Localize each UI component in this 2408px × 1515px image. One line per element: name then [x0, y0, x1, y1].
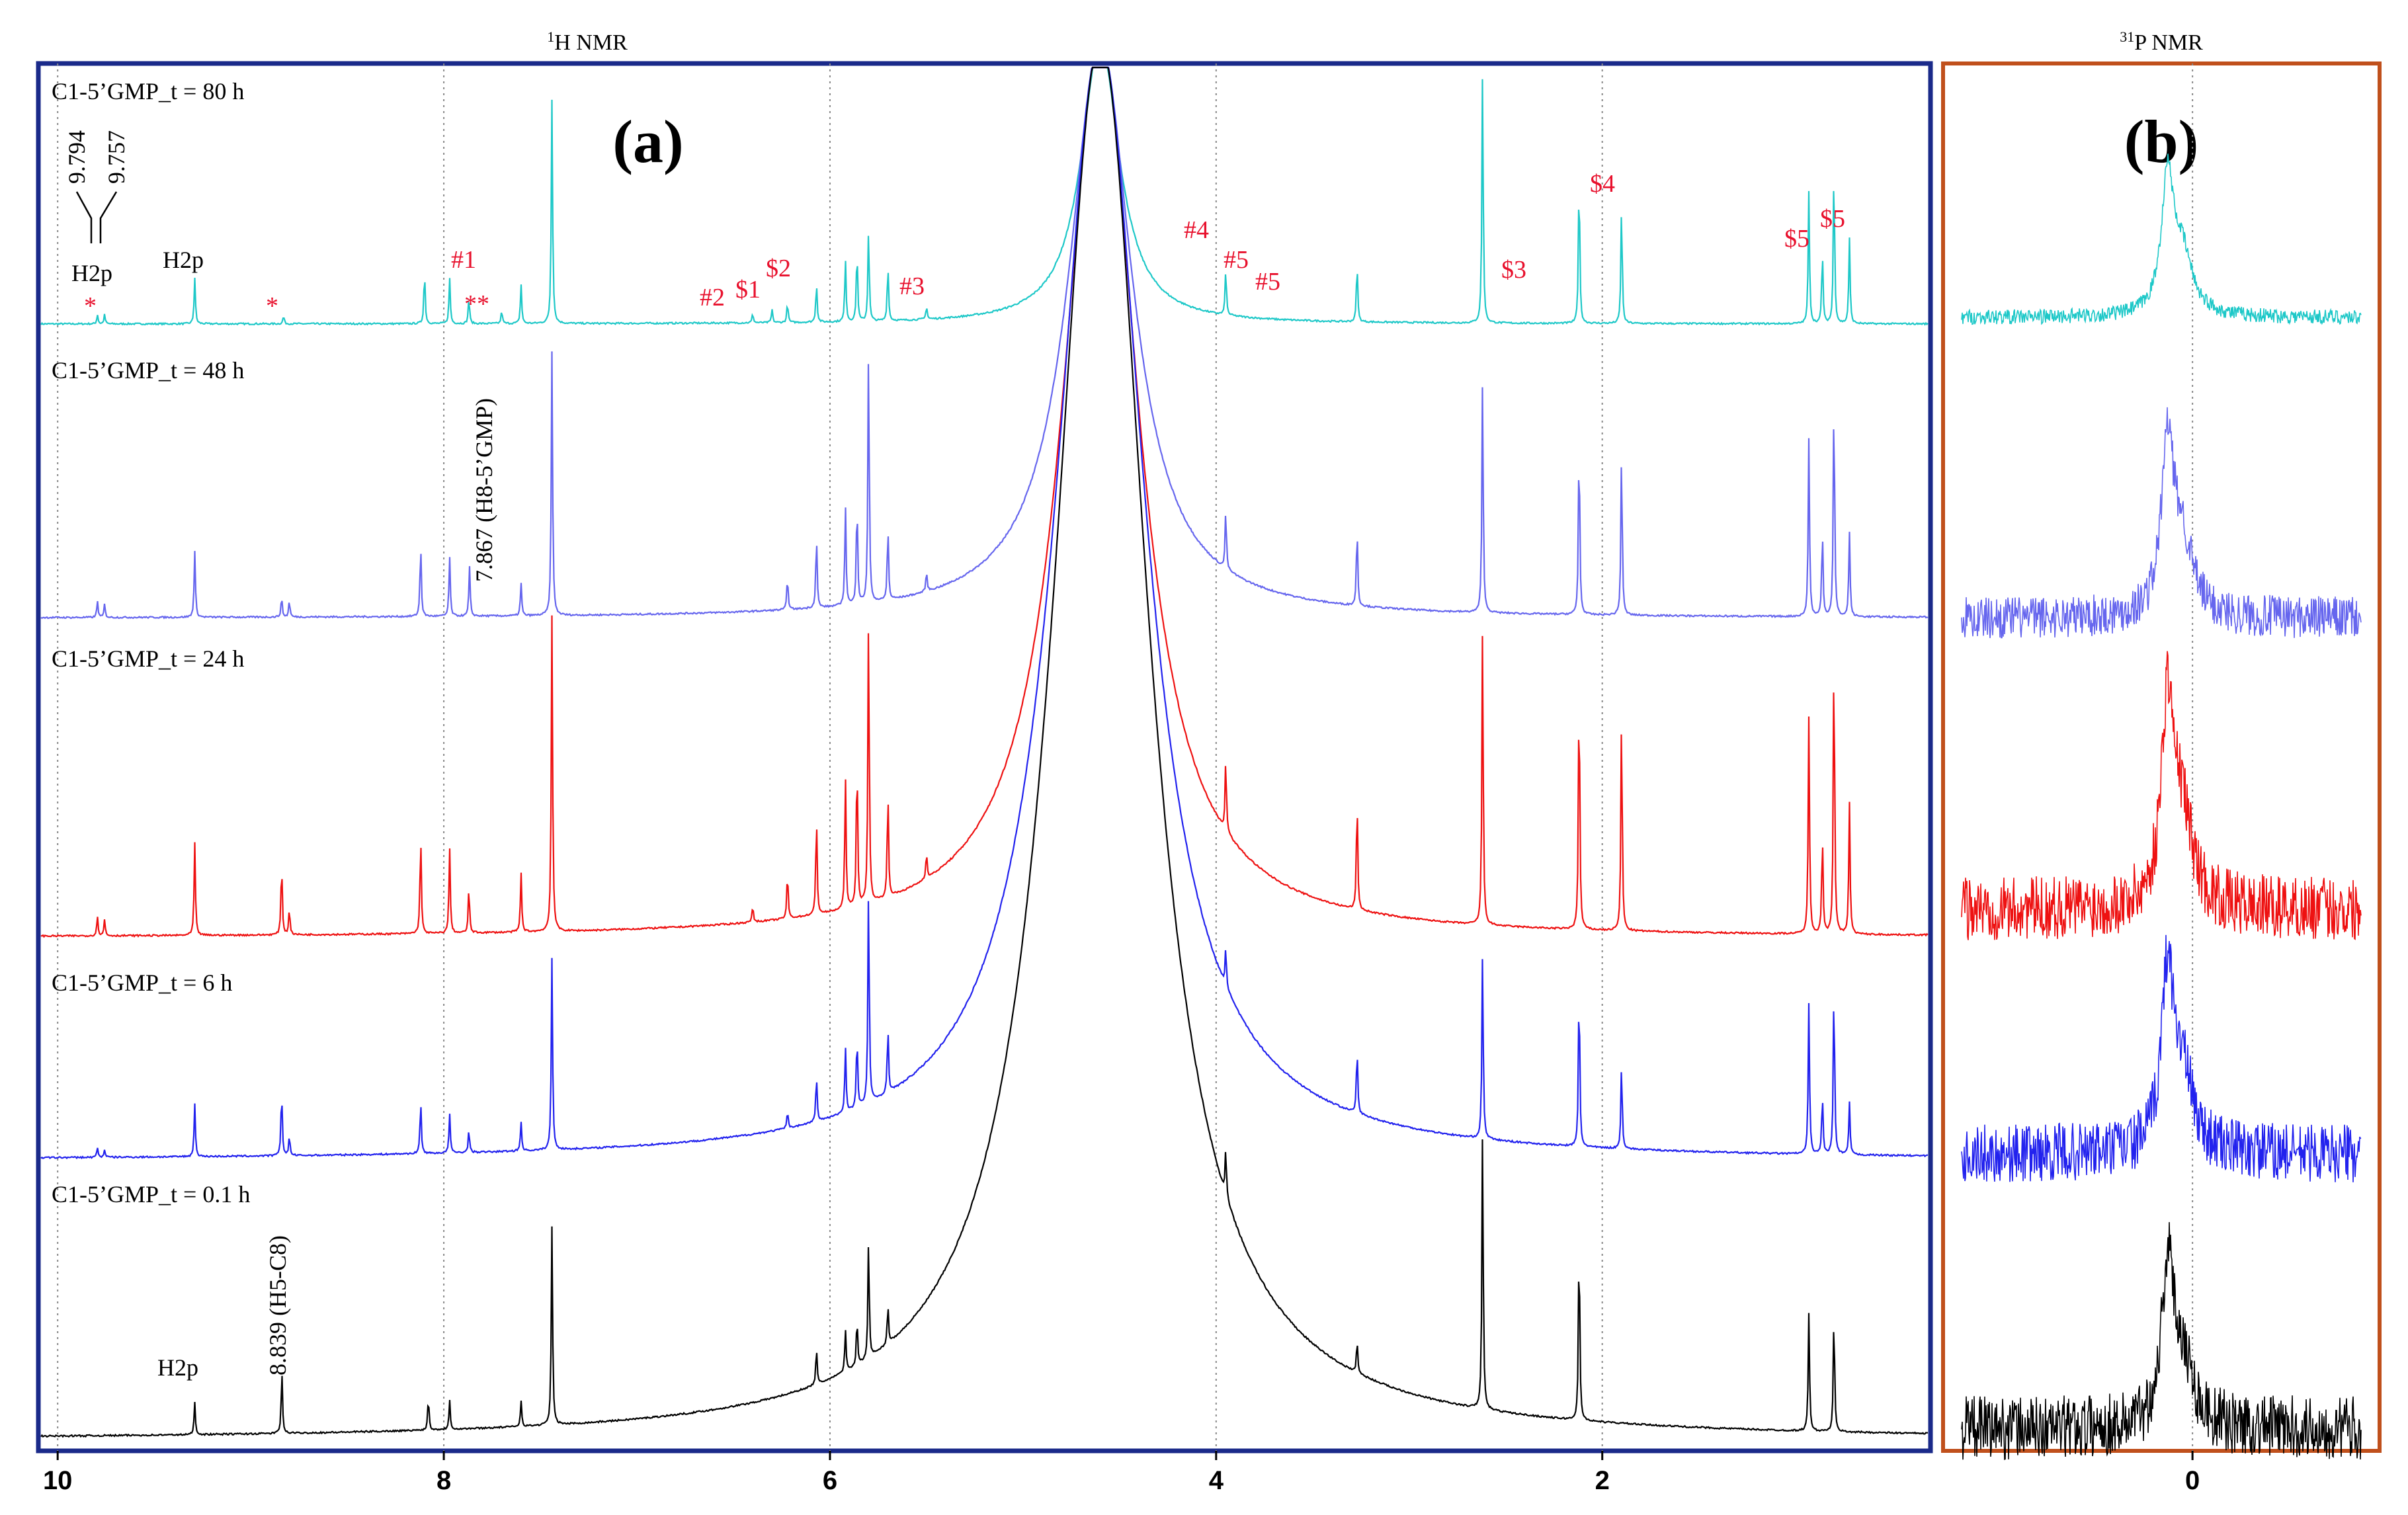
spectrum-31p-4: [1961, 1222, 2362, 1460]
spectrum-31p-3: [1961, 934, 2362, 1182]
series-label-0p1h: C1-5’GMP_t = 0.1 h: [52, 1181, 250, 1208]
red-label-hash4: #4: [1184, 216, 1209, 244]
red-label-dollar5-a: $5: [1784, 225, 1809, 253]
spectrum-31p-2: [1961, 651, 2362, 940]
series-label-24h: C1-5’GMP_t = 24 h: [52, 645, 244, 672]
red-label-hash2: #2: [700, 284, 725, 311]
panel-a-title: 1H NMR: [547, 28, 628, 55]
tick-label-a-0: 10: [43, 1466, 73, 1495]
h2p-label-bottom: H2p: [157, 1354, 198, 1381]
tick-label-b-0: 0: [2185, 1466, 2200, 1495]
panel-b-letter: (b): [2124, 108, 2198, 175]
red-label-hash5-a: #5: [1224, 246, 1249, 274]
red-label-dollar4: $4: [1590, 170, 1615, 198]
red-label-double-star: **: [464, 290, 489, 318]
red-label-hash5-b: #5: [1255, 268, 1280, 296]
spectrum-1h-2: [40, 66, 1929, 938]
spectrum-1h-1: [40, 66, 1929, 620]
series-label-6h: C1-5’GMP_t = 6 h: [52, 969, 232, 996]
spectrum-31p-0: [1961, 153, 2362, 325]
tick-label-a-3: 4: [1209, 1466, 1224, 1495]
tick-label-a-2: 6: [823, 1466, 837, 1495]
h2p-label-left: H2p: [71, 260, 112, 286]
spectrum-1h-0: [40, 66, 1929, 326]
panel-b-frame: [1941, 61, 2382, 1453]
series-label-80h: C1-5’GMP_t = 80 h: [52, 78, 244, 104]
tick-label-a-4: 2: [1595, 1466, 1610, 1495]
red-label-dollar2: $2: [766, 255, 791, 282]
doublet-bracket: [75, 191, 118, 243]
red-label-dollar5-b: $5: [1820, 205, 1845, 233]
red-label-star-1: *: [84, 292, 97, 320]
spectrum-1h-4: [40, 66, 1929, 1438]
h5-annotation: 8.839 (H5-C8): [265, 1235, 291, 1375]
panel-b-title: 31P NMR: [2120, 28, 2203, 55]
panel-a-letter: (a): [612, 108, 683, 175]
h2p-label-mid: H2p: [163, 247, 204, 273]
doublet-label-9794: 9.794: [63, 130, 90, 184]
red-label-hash3: #3: [899, 272, 925, 300]
spectrum-1h-3: [40, 66, 1929, 1160]
series-label-48h: C1-5’GMP_t = 48 h: [52, 357, 244, 384]
panel-a-frame: [36, 61, 1933, 1454]
h8-annotation: 7.867 (H8-5’GMP): [471, 398, 497, 582]
red-label-star-2: *: [266, 292, 278, 320]
red-label-dollar3: $3: [1501, 256, 1526, 284]
doublet-label-9757: 9.757: [103, 130, 130, 184]
red-label-dollar1: $1: [735, 276, 761, 304]
spectrum-31p-1: [1961, 407, 2362, 639]
tick-label-a-1: 8: [436, 1466, 451, 1495]
red-label-hash1: #1: [451, 246, 476, 274]
